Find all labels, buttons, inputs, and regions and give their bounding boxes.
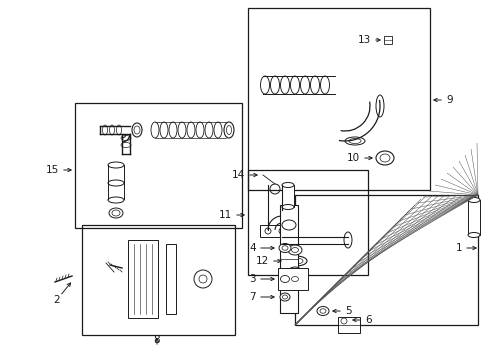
Bar — [467, 200, 479, 235]
Bar — [260, 225, 289, 237]
Ellipse shape — [282, 204, 293, 210]
Text: 2: 2 — [54, 295, 60, 305]
Ellipse shape — [279, 243, 290, 252]
Bar — [280, 205, 297, 313]
Text: 10: 10 — [346, 153, 359, 163]
Ellipse shape — [282, 220, 295, 230]
Ellipse shape — [287, 245, 302, 255]
Bar — [247, 170, 367, 275]
Text: 8: 8 — [153, 335, 160, 345]
Ellipse shape — [282, 183, 293, 188]
Ellipse shape — [467, 233, 479, 238]
Bar — [75, 103, 242, 228]
Text: 12: 12 — [255, 256, 268, 266]
Text: 4: 4 — [249, 243, 256, 253]
Bar — [165, 244, 176, 314]
Bar — [128, 240, 158, 318]
Text: 13: 13 — [357, 35, 370, 45]
Text: 15: 15 — [46, 165, 59, 175]
Text: 11: 11 — [218, 210, 231, 220]
Bar — [82, 225, 235, 335]
Text: 9: 9 — [445, 95, 452, 105]
Bar — [337, 317, 359, 333]
Ellipse shape — [316, 306, 328, 315]
Ellipse shape — [282, 280, 295, 290]
Text: 6: 6 — [364, 315, 371, 325]
Text: 1: 1 — [454, 243, 461, 253]
Bar — [294, 195, 477, 325]
Text: 3: 3 — [249, 274, 256, 284]
Text: 5: 5 — [345, 306, 351, 316]
Bar — [247, 8, 429, 190]
Ellipse shape — [280, 293, 289, 301]
Bar — [278, 268, 307, 290]
Ellipse shape — [287, 267, 302, 277]
Ellipse shape — [467, 198, 479, 202]
Text: 14: 14 — [231, 170, 244, 180]
Bar — [383, 36, 391, 44]
Text: 7: 7 — [249, 292, 256, 302]
Bar — [282, 185, 293, 207]
